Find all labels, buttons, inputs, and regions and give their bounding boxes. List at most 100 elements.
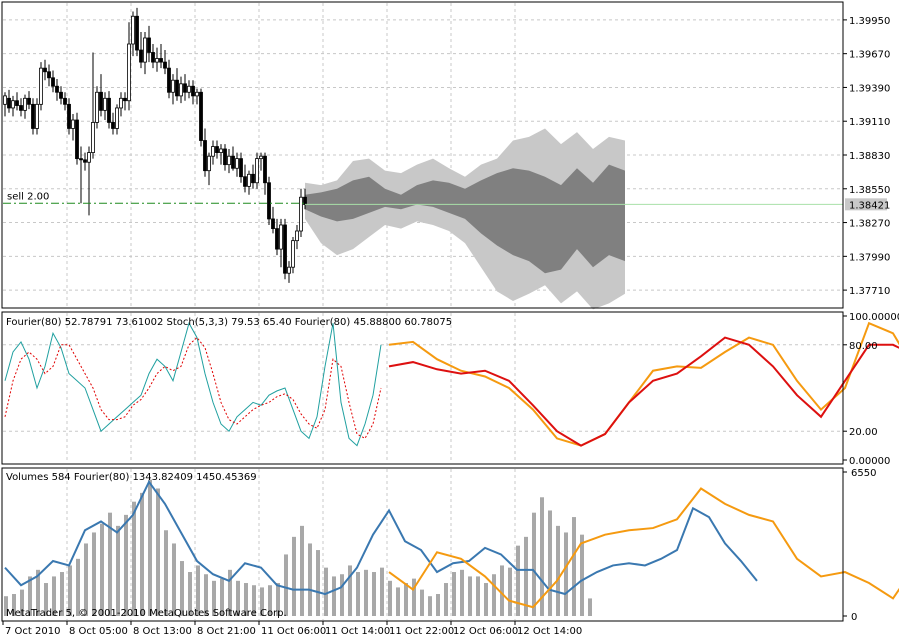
price-tick-label: 1.38830 — [849, 151, 890, 162]
candle-body — [19, 105, 23, 111]
candle-body — [171, 79, 175, 93]
price-tick-label: 1.38270 — [849, 219, 890, 230]
candle-body — [195, 91, 199, 97]
stochastic-pane-frame — [1, 311, 844, 465]
candle-body — [91, 122, 95, 153]
volume-lines — [4, 479, 899, 609]
volume-bar — [404, 583, 408, 616]
candle-body — [271, 218, 275, 229]
volume-bar — [52, 576, 56, 616]
candle-body — [147, 37, 151, 53]
volume-bar — [580, 534, 584, 616]
candle-body — [167, 67, 171, 93]
candle-body — [251, 173, 255, 184]
volumes-pane[interactable]: Volumes 584 Fourier(80) 1343.82409 1450.… — [1, 467, 899, 623]
time-tick-label: 8 Oct 21:00 — [197, 626, 256, 637]
volume-bar — [36, 569, 40, 616]
volume-bar — [84, 543, 88, 616]
volume-bar — [508, 567, 512, 616]
current-price-tag — [845, 198, 887, 211]
candle-body — [79, 158, 83, 161]
volume-bar — [212, 580, 216, 616]
volume-bar — [332, 576, 336, 616]
stochastic-grid — [3, 313, 843, 463]
volume-bar — [108, 512, 112, 616]
volume-bar — [388, 580, 392, 616]
candle-body — [279, 224, 283, 250]
candle-body — [95, 91, 99, 123]
volume-bar — [236, 580, 240, 616]
volume-bar — [476, 576, 480, 616]
forecast-inner-band — [305, 164, 625, 274]
candle-body — [23, 97, 27, 111]
current-price-label: 1.38421 — [849, 200, 890, 211]
time-tick-label: 8 Oct 13:00 — [133, 626, 192, 637]
candle-body — [35, 103, 39, 129]
volumes-header: Volumes 584 Fourier(80) 1343.82409 1450.… — [6, 472, 257, 483]
volume-bar — [292, 536, 296, 616]
volume-bar — [412, 578, 416, 616]
price-tick-label: 1.39110 — [849, 117, 890, 128]
candle-body — [123, 97, 127, 102]
volume-bar — [524, 536, 528, 616]
candle-body — [179, 83, 183, 97]
volume-bar — [124, 514, 128, 616]
volume-bar — [308, 543, 312, 616]
volume-forecast-line — [388, 487, 899, 609]
volume-bar — [284, 554, 288, 616]
candle-body — [15, 100, 19, 106]
candle-body — [67, 103, 71, 129]
volume-tick-label: 0 — [851, 612, 857, 623]
candle-body — [191, 85, 195, 97]
price-grid — [3, 3, 843, 307]
volume-bar — [196, 565, 200, 616]
volume-bar — [316, 550, 320, 616]
volume-bar — [44, 583, 48, 616]
volume-bar — [340, 574, 344, 616]
candle-body — [135, 15, 139, 51]
volumes-grid — [66, 469, 516, 620]
candle-body — [267, 182, 271, 220]
stochastic-header: Fourier(80) 52.78791 73.61002 Stoch(5,3,… — [6, 317, 452, 328]
stoch-tick-label: 0.00000 — [849, 456, 890, 467]
price-pane[interactable]: sell 2.00 1.399501.396701.393901.391101.… — [1, 1, 890, 310]
candle-body — [203, 140, 207, 172]
volume-bar — [116, 525, 120, 616]
candle-body — [183, 83, 187, 93]
stoch-tick-label: 80.00 — [849, 341, 878, 352]
stochastic-pane[interactable]: Fourier(80) 52.78791 73.61002 Stoch(5,3,… — [1, 311, 899, 467]
candle-body — [27, 97, 31, 105]
candle-body — [63, 97, 67, 105]
candle-body — [103, 97, 107, 111]
candle-body — [83, 159, 87, 163]
stoch-tick-label: 20.00 — [849, 427, 878, 438]
volume-bar — [76, 558, 80, 616]
candle-body — [163, 61, 167, 69]
candle-body — [7, 97, 11, 109]
candle-body — [243, 176, 247, 187]
volume-bar — [564, 532, 568, 616]
candle-body — [51, 77, 55, 87]
volume-bar — [588, 598, 592, 616]
candle-body — [47, 71, 51, 79]
candle-body — [31, 103, 35, 129]
volume-bar — [188, 572, 192, 616]
candle-body — [99, 91, 103, 111]
candle-body — [71, 119, 75, 129]
candle-body — [3, 95, 7, 105]
candle-body — [131, 15, 135, 45]
volume-bar — [156, 488, 160, 616]
candle-body — [75, 119, 79, 160]
candle-body — [11, 100, 15, 109]
price-tick-label: 1.37990 — [849, 252, 890, 263]
volume-fourier-line — [4, 479, 758, 596]
volume-bar — [100, 523, 104, 616]
time-tick-label: 11 Oct 14:00 — [325, 626, 390, 637]
candle-body — [115, 107, 119, 129]
candle-body — [239, 158, 243, 178]
time-axis: 7 Oct 2010 8 Oct 05:00 8 Oct 13:00 8 Oct 21… — [2, 621, 582, 637]
candle-body — [219, 148, 223, 153]
volume-bar — [532, 512, 536, 616]
stochastic-axis: 100.00000 80.00 20.00 0.00000 — [843, 312, 899, 467]
